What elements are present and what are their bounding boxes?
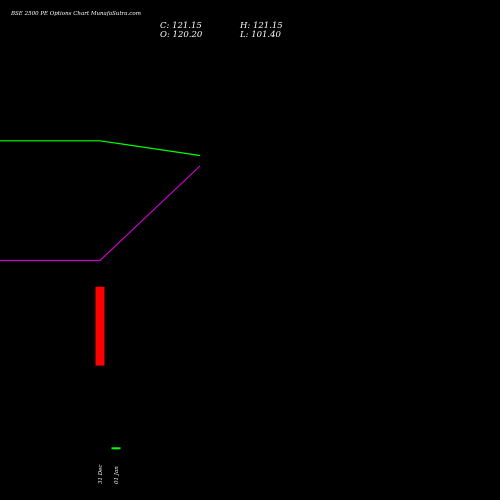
high-value: H: 121.15 — [240, 21, 283, 31]
x-tick-label: 31 Dec — [98, 465, 104, 485]
chart-title: BSE 2500 PE Options Chart MunafaSutra.co… — [11, 11, 141, 17]
candle-body-31-dec — [95, 286, 105, 366]
series-line-2 — [0, 165, 201, 262]
close-value: C: 121.15 — [160, 21, 202, 31]
open-value: O: 120.20 — [160, 30, 203, 40]
x-tick-label: 01 Jan — [114, 466, 120, 484]
series-line-1 — [0, 140, 201, 157]
candle-body-01-jan — [111, 447, 121, 450]
low-value: L: 101.40 — [240, 30, 281, 40]
